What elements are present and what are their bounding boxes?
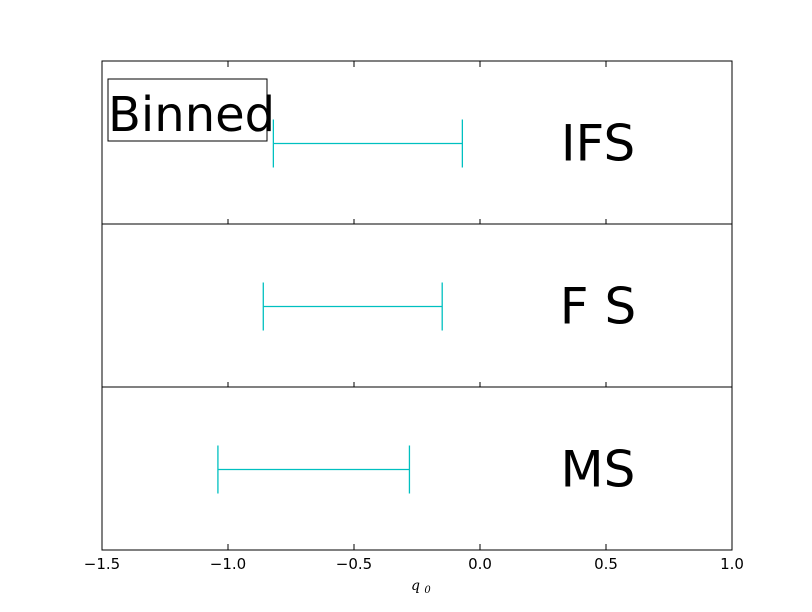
x-tick-label: −1.0 bbox=[210, 555, 246, 573]
annotation-box: Binned bbox=[107, 78, 275, 143]
x-tick-label: −1.5 bbox=[84, 555, 120, 573]
x-tick-label: 1.0 bbox=[720, 555, 744, 573]
x-axis-label-main: q bbox=[411, 578, 420, 594]
x-tick-label: −0.5 bbox=[336, 555, 372, 573]
x-tick-label: 0.0 bbox=[468, 555, 492, 573]
x-axis-label: q 0 bbox=[411, 578, 431, 596]
annotation-frame bbox=[107, 78, 268, 142]
x-tick-label: 0.5 bbox=[594, 555, 618, 573]
panel-label: MS bbox=[561, 441, 636, 499]
x-axis-label-subscript: 0 bbox=[424, 585, 431, 596]
annotation-label: Binned bbox=[108, 87, 275, 143]
panel-3: MS bbox=[101, 386, 733, 551]
panel-label: IFS bbox=[561, 115, 635, 173]
panel-label: F S bbox=[560, 278, 636, 336]
panel-frame bbox=[101, 386, 733, 551]
x-axis: −1.5 −1.0 −0.5 0.0 0.5 1.0 bbox=[84, 61, 744, 573]
panel-2: F S bbox=[101, 223, 733, 388]
panel-frame bbox=[101, 223, 733, 388]
panels: IFS F S MS bbox=[101, 60, 733, 551]
